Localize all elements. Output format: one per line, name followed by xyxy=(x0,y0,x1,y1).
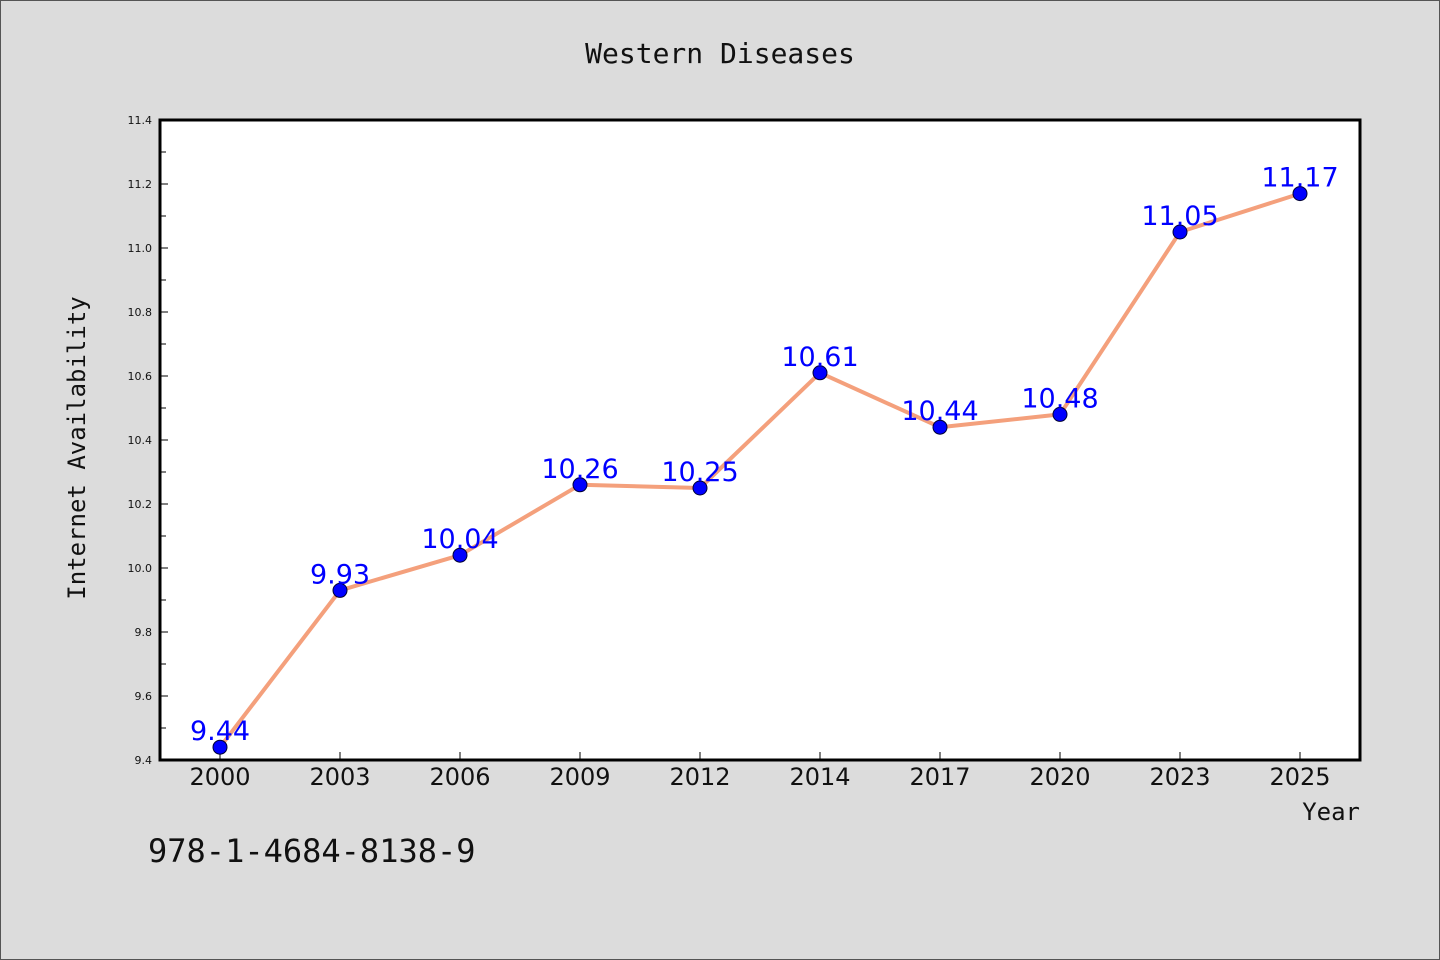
y-tick-label: 9.4 xyxy=(135,754,153,767)
y-tick-label: 10.8 xyxy=(128,306,153,319)
data-point-marker xyxy=(332,582,348,598)
data-point-marker xyxy=(452,547,468,563)
x-axis-label: Year xyxy=(1302,798,1360,826)
data-point-marker xyxy=(812,365,828,381)
data-point-label: 9.93 xyxy=(310,559,370,590)
data-point-label: 11.05 xyxy=(1141,201,1218,232)
data-point-marker xyxy=(572,477,588,493)
data-point-marker xyxy=(692,480,708,496)
x-tick-label: 2025 xyxy=(1269,763,1330,791)
data-point-label: 11.17 xyxy=(1261,163,1338,194)
data-point-marker xyxy=(1172,224,1188,240)
data-point-label: 9.44 xyxy=(190,716,250,747)
y-tick-label: 11.0 xyxy=(128,242,153,255)
x-tick-label: 2003 xyxy=(309,763,370,791)
isbn-text: 978-1-4684-8138-9 xyxy=(148,832,476,870)
data-point-label: 10.61 xyxy=(781,342,858,373)
data-point-marker xyxy=(1052,406,1068,422)
plot-border xyxy=(158,118,1362,762)
y-tick-label: 10.4 xyxy=(128,434,153,447)
y-tick-label: 11.4 xyxy=(128,114,153,127)
chart-title: Western Diseases xyxy=(585,37,855,70)
x-tick-label: 2017 xyxy=(909,763,970,791)
y-tick-label: 10.0 xyxy=(128,562,153,575)
y-tick-label: 11.2 xyxy=(128,178,153,191)
y-tick-label: 10.6 xyxy=(128,370,153,383)
data-point-label: 10.48 xyxy=(1021,383,1098,414)
data-point-marker xyxy=(1292,186,1308,202)
series-line xyxy=(218,191,1301,749)
plot-area xyxy=(160,120,1360,760)
y-axis-ticks: 9.4 9.6 9.8 10.0 10.2 10.4 10.6 10.8 11.0 11.2 11.… xyxy=(128,114,168,767)
data-point-label: 10.44 xyxy=(901,396,978,427)
y-tick-label: 10.2 xyxy=(128,498,153,511)
x-tick-label: 2000 xyxy=(189,763,250,791)
series-markers xyxy=(212,186,1308,755)
data-point-marker xyxy=(212,739,228,755)
y-tick-label: 9.8 xyxy=(135,626,153,639)
data-point-label: 10.26 xyxy=(541,454,618,485)
x-tick-label: 2012 xyxy=(669,763,730,791)
x-tick-label: 2023 xyxy=(1149,763,1210,791)
data-point-label: 10.04 xyxy=(421,524,498,555)
y-axis-label: Internet Availability xyxy=(63,296,91,599)
data-point-marker xyxy=(932,419,948,435)
data-labels: 9.44 9.93 10.04 10.26 10.25 10.61 10.44 10.48 11… xyxy=(190,163,1339,748)
x-tick-label: 2009 xyxy=(549,763,610,791)
x-tick-label: 2020 xyxy=(1029,763,1090,791)
y-tick-label: 9.6 xyxy=(135,690,153,703)
x-tick-label: 2006 xyxy=(429,763,490,791)
x-axis-ticks: 2000 2003 2006 2009 2012 2014 2017 2020 2023 2025 xyxy=(189,752,1331,791)
x-tick-label: 2014 xyxy=(789,763,850,791)
data-point-label: 10.25 xyxy=(661,457,738,488)
